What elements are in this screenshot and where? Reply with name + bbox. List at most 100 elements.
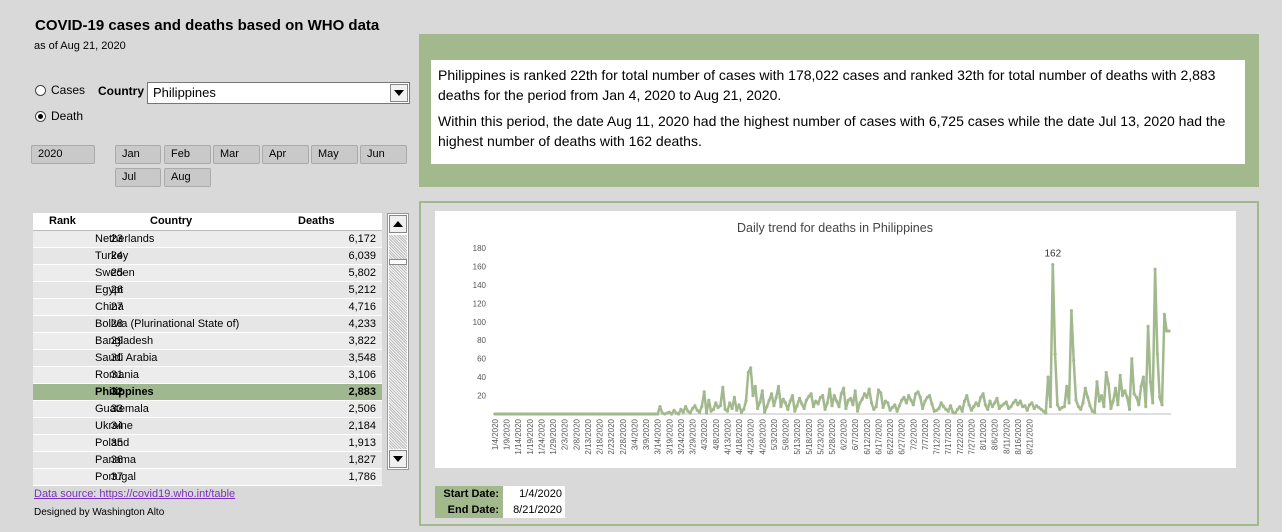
dashboard-title: COVID-19 cases and deaths based on WHO d… bbox=[35, 17, 380, 34]
table-row[interactable]: 30 Saudi Arabia 3,548 bbox=[33, 350, 382, 367]
data-point bbox=[1127, 407, 1132, 411]
deaths-cell: 6,172 bbox=[348, 233, 376, 245]
data-point bbox=[825, 401, 829, 405]
data-point bbox=[948, 404, 953, 408]
radio-cases-circle[interactable] bbox=[35, 84, 46, 96]
y-tick-label: 80 bbox=[477, 336, 486, 345]
data-point bbox=[983, 403, 988, 407]
x-tick-label: 6/27/2020 bbox=[898, 418, 907, 454]
rank-cell: 26 bbox=[110, 284, 123, 296]
table-row[interactable]: 33 Guatemala 2,506 bbox=[33, 401, 382, 418]
y-tick-label: 140 bbox=[473, 281, 487, 290]
data-point bbox=[521, 412, 525, 416]
radio-cases[interactable]: Cases bbox=[35, 83, 85, 97]
table-row[interactable]: 26 Egypt 5,212 bbox=[33, 282, 382, 299]
slicer-month-jun[interactable]: Jun bbox=[360, 145, 407, 164]
data-point bbox=[1125, 395, 1129, 399]
country-cell: Ukraine bbox=[95, 420, 133, 432]
table-row[interactable]: 31 Romania 3,106 bbox=[33, 367, 382, 384]
data-point bbox=[774, 395, 778, 399]
data-point bbox=[697, 410, 702, 414]
data-point bbox=[593, 412, 597, 416]
data-point bbox=[677, 412, 681, 416]
data-point bbox=[1083, 386, 1087, 390]
country-dropdown[interactable]: Philippines bbox=[147, 82, 410, 104]
y-tick-label: 100 bbox=[473, 318, 487, 327]
table-row[interactable]: 29 Bangladesh 3,822 bbox=[33, 333, 382, 350]
data-point bbox=[916, 390, 920, 394]
data-point bbox=[862, 392, 867, 396]
data-point bbox=[823, 407, 827, 411]
data-point bbox=[746, 370, 750, 375]
radio-death[interactable]: Death bbox=[35, 109, 83, 123]
scroll-track-upper[interactable] bbox=[389, 235, 407, 259]
data-point bbox=[1039, 407, 1043, 411]
radio-death-label: Death bbox=[51, 109, 84, 123]
data-point bbox=[1160, 403, 1164, 407]
ranking-scrollbar[interactable] bbox=[387, 213, 409, 470]
x-tick-label: 3/14/2020 bbox=[654, 418, 663, 454]
x-tick-label: 4/28/2020 bbox=[758, 418, 767, 454]
table-row[interactable]: 37 Portugal 1,786 bbox=[33, 469, 382, 486]
radio-death-circle[interactable] bbox=[35, 110, 46, 122]
slicer-year-2020[interactable]: 2020 bbox=[31, 145, 95, 164]
data-point bbox=[639, 412, 643, 416]
scroll-track-lower[interactable] bbox=[389, 265, 407, 449]
data-point bbox=[498, 412, 502, 416]
data-source-link[interactable]: Data source: https://covid19.who.int/tab… bbox=[34, 488, 236, 500]
table-row[interactable]: 36 Panama 1,827 bbox=[33, 452, 382, 469]
scroll-thumb[interactable] bbox=[389, 259, 407, 265]
slicer-month-jul[interactable]: Jul bbox=[115, 168, 161, 187]
x-tick-label: 5/23/2020 bbox=[816, 418, 825, 454]
data-point bbox=[988, 399, 992, 403]
slicer-month-feb[interactable]: Feb bbox=[164, 145, 211, 164]
slicer-month-apr[interactable]: Apr bbox=[262, 145, 309, 164]
x-tick-label: 3/29/2020 bbox=[689, 418, 698, 454]
table-row[interactable]: 28 Bolivia (Plurinational State of) 4,233 bbox=[33, 316, 382, 333]
table-row[interactable]: 24 Turkey 6,039 bbox=[33, 248, 382, 265]
x-tick-label: 2/13/2020 bbox=[584, 418, 593, 454]
table-row[interactable]: 25 Sweden 5,802 bbox=[33, 265, 382, 282]
dropdown-arrow-button[interactable] bbox=[390, 84, 408, 102]
start-date-row: Start Date: 1/4/2020 bbox=[435, 486, 565, 502]
data-point bbox=[1074, 398, 1078, 402]
data-point bbox=[1025, 408, 1029, 412]
scroll-up-button[interactable] bbox=[389, 215, 407, 233]
data-point bbox=[756, 406, 760, 411]
x-tick-label: 4/8/2020 bbox=[712, 418, 721, 450]
data-point bbox=[635, 412, 639, 416]
data-point bbox=[721, 385, 725, 389]
slicer-month-mar[interactable]: Mar bbox=[213, 145, 260, 164]
x-tick-label: 7/7/2020 bbox=[921, 418, 930, 450]
data-point bbox=[528, 412, 532, 416]
data-point bbox=[793, 409, 797, 413]
data-point bbox=[918, 395, 922, 399]
data-point bbox=[993, 401, 997, 405]
x-tick-label: 2/18/2020 bbox=[596, 418, 605, 454]
scroll-down-button[interactable] bbox=[389, 450, 407, 468]
data-point bbox=[832, 394, 836, 398]
data-point bbox=[649, 412, 653, 416]
table-row[interactable]: 32 Philippines 2,883 bbox=[33, 384, 382, 401]
table-row[interactable]: 23 Netherlands 6,172 bbox=[33, 231, 382, 248]
x-tick-label: 1/24/2020 bbox=[538, 418, 547, 454]
data-point bbox=[1058, 407, 1062, 411]
data-point bbox=[860, 397, 864, 401]
data-point bbox=[760, 389, 764, 393]
table-row[interactable]: 34 Ukraine 2,184 bbox=[33, 418, 382, 435]
slicer-month-aug[interactable]: Aug bbox=[164, 168, 211, 187]
designer-credit: Designed by Washington Alto bbox=[34, 507, 165, 518]
rank-cell: 35 bbox=[110, 437, 123, 449]
country-cell: Poland bbox=[95, 437, 130, 449]
data-point bbox=[1014, 398, 1018, 402]
data-point bbox=[591, 412, 595, 416]
ranking-table-body: 23 Netherlands 6,172 24 Turkey 6,039 25 Sweden 5… bbox=[33, 231, 382, 486]
data-point bbox=[816, 402, 820, 406]
slicer-month-jan[interactable]: Jan bbox=[115, 145, 161, 164]
data-point bbox=[725, 409, 729, 413]
data-point bbox=[749, 366, 753, 370]
slicer-month-may[interactable]: May bbox=[311, 145, 358, 164]
table-row[interactable]: 35 Poland 1,913 bbox=[33, 435, 382, 452]
data-point bbox=[1037, 405, 1041, 410]
table-row[interactable]: 27 China 4,716 bbox=[33, 299, 382, 316]
